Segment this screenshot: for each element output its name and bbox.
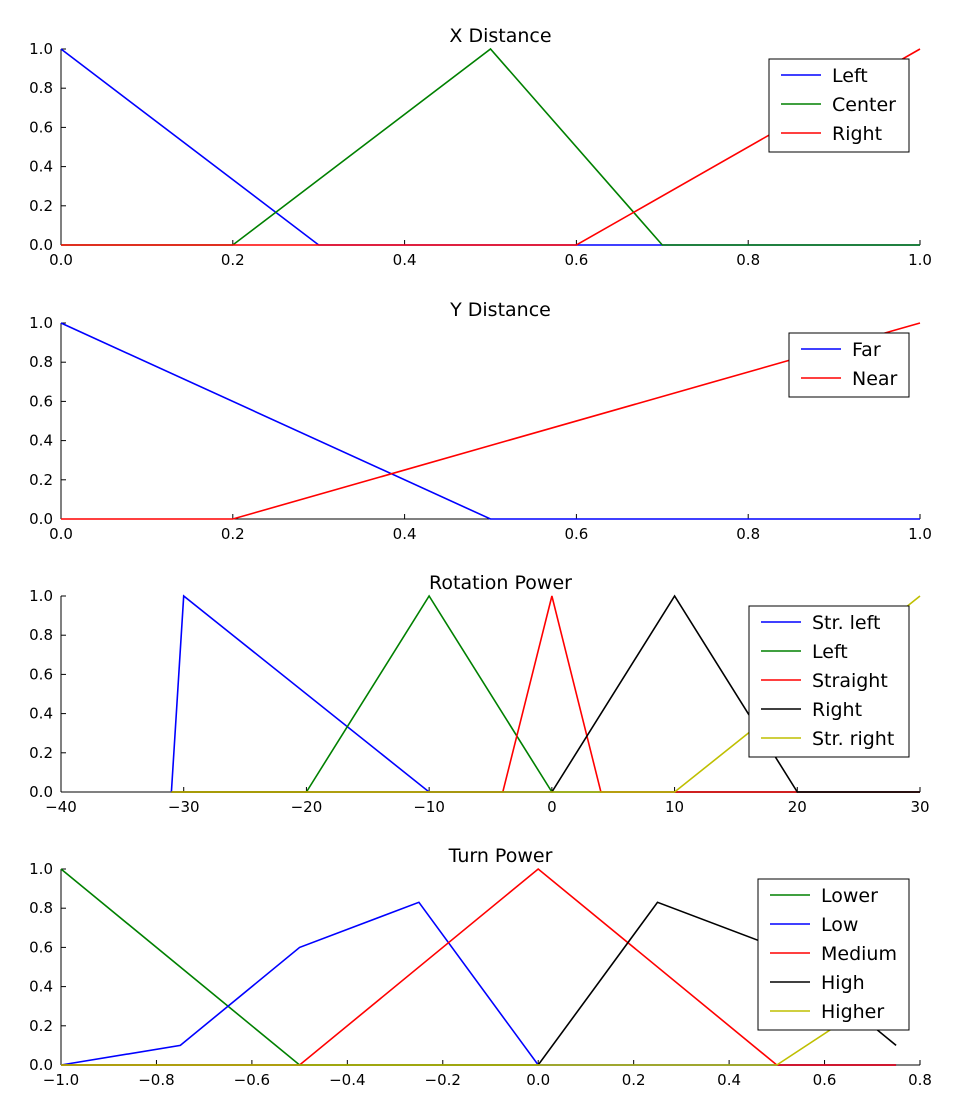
x-tick-label: 0.4 [393, 525, 417, 543]
legend-label: Str. right [812, 728, 894, 750]
y-tick-label: 0.6 [29, 392, 53, 410]
y-tick-label: 0.0 [29, 510, 53, 528]
legend-label: Right [832, 123, 882, 145]
legend: Left Center Right [768, 58, 910, 153]
y-tick-label: 1.0 [29, 314, 53, 332]
y-tick-label: 0.6 [29, 665, 53, 683]
x-tick-label: 0.8 [736, 251, 760, 269]
y-tick-label: 0.8 [29, 79, 53, 97]
x-tick-label: 10 [665, 798, 684, 816]
x-tick-label: 1.0 [908, 525, 932, 543]
legend-label: Right [812, 699, 862, 721]
legend-box [757, 878, 910, 1031]
y-tick-label: 0.2 [29, 744, 53, 762]
y-tick-label: 0.2 [29, 471, 53, 489]
y-tick-label: 1.0 [29, 860, 53, 878]
x-tick-label: −20 [291, 798, 323, 816]
x-tick-label: 0.4 [717, 1071, 741, 1089]
x-tick-label: −0.4 [329, 1071, 365, 1089]
x-tick-label: −0.8 [138, 1071, 174, 1089]
legend-box [788, 332, 910, 398]
legend-label: Center [832, 94, 896, 116]
chart-2: Y Distance 0.0 0.2 0.4 0.6 0.8 1.0 0.0 0.2 0.4 0.6… [29, 299, 932, 543]
y-tick-label: 0.4 [29, 432, 53, 450]
x-tick-label: 0.6 [564, 251, 588, 269]
legend-label: Near [852, 368, 898, 390]
legend-label: Straight [812, 670, 888, 692]
chart-1: X Distance 0.0 0.2 0.4 0.6 0.8 1.0 0.0 0.2 0.4 0.6… [29, 25, 932, 269]
x-tick-label: −30 [168, 798, 200, 816]
x-tick-label: −10 [413, 798, 445, 816]
y-tick-label: 1.0 [29, 587, 53, 605]
x-tick-label: 0.4 [393, 251, 417, 269]
legend: Str. left Left Straight Right Str. right [748, 605, 910, 758]
legend-label: Left [832, 65, 868, 87]
x-tick-label: −0.2 [425, 1071, 461, 1089]
chart-3: Rotation Power 0.0 0.2 0.4 0.6 0.8 1.0 −40 −30 −2… [29, 572, 929, 816]
x-tick-label: 0.0 [49, 525, 73, 543]
chart-title: Rotation Power [429, 572, 572, 594]
y-tick-label: 0.8 [29, 626, 53, 644]
x-tick-label: −40 [45, 798, 77, 816]
x-tick-label: 0.0 [49, 251, 73, 269]
y-tick-label: 0.0 [29, 1056, 53, 1074]
y-tick-label: 0.0 [29, 783, 53, 801]
x-tick-label: 20 [788, 798, 807, 816]
legend-box [748, 605, 910, 758]
y-tick-label: 0.0 [29, 236, 53, 254]
y-tick-label: 0.8 [29, 353, 53, 371]
legend-label: Lower [821, 885, 878, 907]
x-tick-label: −1.0 [43, 1071, 79, 1089]
chart-title: Turn Power [448, 845, 553, 867]
y-tick-label: 0.4 [29, 158, 53, 176]
x-tick-label: 0 [547, 798, 557, 816]
y-tick-label: 0.6 [29, 938, 53, 956]
legend-label: Str. left [812, 612, 880, 634]
x-tick-label: 0.2 [622, 1071, 646, 1089]
chart-title: Y Distance [449, 299, 551, 321]
x-tick-label: 0.2 [221, 251, 245, 269]
x-tick-label: 0.0 [526, 1071, 550, 1089]
y-tick-label: 0.4 [29, 978, 53, 996]
chart-title: X Distance [449, 25, 551, 47]
y-tick-label: 1.0 [29, 40, 53, 58]
legend-label: Left [812, 641, 848, 663]
y-tick-label: 0.2 [29, 197, 53, 215]
x-tick-label: 1.0 [908, 251, 932, 269]
y-tick-label: 0.2 [29, 1017, 53, 1035]
series-line-near [61, 322, 921, 520]
legend-label: Low [821, 914, 858, 936]
legend-label: Higher [821, 1001, 884, 1023]
y-tick-label: 0.4 [29, 705, 53, 723]
legend: Lower Low Medium High Higher [757, 878, 910, 1031]
x-tick-label: 0.8 [736, 525, 760, 543]
chart-4: Turn Power 0.0 0.2 0.4 0.6 0.8 1.0 −1.0 −0.8 −0.6… [29, 845, 932, 1089]
y-tick-label: 0.8 [29, 899, 53, 917]
series-line-far [60, 322, 920, 520]
y-tick-label: 0.6 [29, 118, 53, 136]
x-tick-label: 0.2 [221, 525, 245, 543]
legend-label: Medium [821, 943, 897, 965]
legend: Far Near [788, 332, 910, 398]
x-tick-label: 0.6 [813, 1071, 837, 1089]
legend-label: Far [852, 339, 881, 361]
x-tick-label: 30 [910, 798, 929, 816]
legend-label: High [821, 972, 865, 994]
x-tick-label: 0.8 [908, 1071, 932, 1089]
x-tick-label: −0.6 [234, 1071, 270, 1089]
x-tick-label: 0.6 [564, 525, 588, 543]
